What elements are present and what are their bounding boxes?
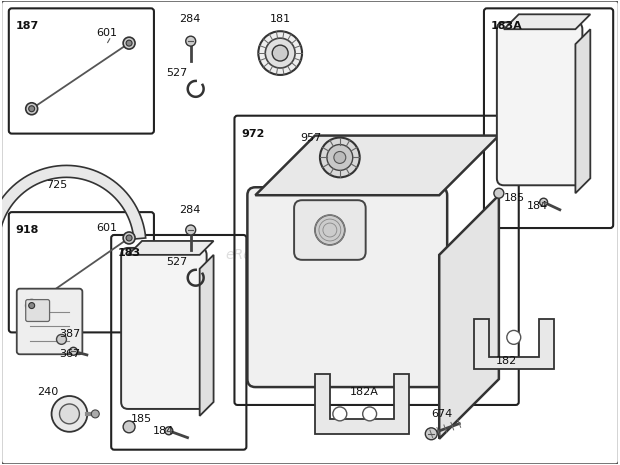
Circle shape [25,103,38,115]
Circle shape [320,138,360,177]
Circle shape [91,410,99,418]
Circle shape [333,407,347,421]
Circle shape [69,347,78,355]
Polygon shape [575,29,590,193]
Circle shape [539,198,547,206]
FancyBboxPatch shape [294,200,366,260]
Circle shape [25,299,38,312]
Text: 957: 957 [300,133,321,143]
Circle shape [363,407,376,421]
Text: 284: 284 [179,205,200,215]
Text: 725: 725 [46,180,67,190]
Text: 183: 183 [118,248,141,258]
Polygon shape [474,319,554,369]
Text: 387: 387 [60,329,81,339]
Text: 183A: 183A [491,21,523,31]
Polygon shape [128,241,213,255]
FancyBboxPatch shape [17,289,82,354]
Circle shape [425,428,437,440]
Text: 184: 184 [527,201,548,211]
FancyBboxPatch shape [121,248,206,409]
Polygon shape [315,374,409,434]
Text: 185: 185 [131,414,152,424]
Text: 367: 367 [60,349,81,359]
Circle shape [507,331,521,344]
Polygon shape [255,136,499,195]
Text: 601: 601 [96,28,117,38]
Circle shape [123,37,135,49]
Text: 240: 240 [37,387,58,397]
Text: 527: 527 [166,257,187,267]
Text: 184: 184 [153,426,174,436]
Circle shape [315,215,345,245]
Circle shape [186,225,196,235]
Text: eReplacementParts.com: eReplacementParts.com [225,248,395,262]
Text: 187: 187 [16,21,39,31]
Text: 182A: 182A [350,387,379,397]
Polygon shape [504,14,590,29]
Circle shape [29,106,35,112]
Circle shape [165,427,173,435]
Text: 181: 181 [270,14,291,24]
FancyBboxPatch shape [497,22,582,185]
Text: 182: 182 [496,356,518,366]
FancyBboxPatch shape [25,299,50,321]
Circle shape [334,152,346,163]
Text: 601: 601 [96,223,117,233]
Circle shape [265,38,295,68]
Text: 972: 972 [241,129,265,139]
Polygon shape [200,255,213,416]
Text: 527: 527 [166,68,187,78]
Circle shape [186,36,196,46]
Circle shape [126,40,132,46]
Circle shape [60,404,79,424]
Circle shape [126,235,132,241]
Text: 185: 185 [504,193,525,203]
Circle shape [29,303,35,309]
Circle shape [259,31,302,75]
Text: 674: 674 [432,409,453,419]
Polygon shape [439,195,499,439]
Circle shape [494,188,504,198]
FancyBboxPatch shape [247,187,447,387]
Circle shape [123,421,135,433]
Polygon shape [0,166,146,239]
Text: 284: 284 [179,14,200,24]
Circle shape [327,145,353,170]
Circle shape [272,45,288,61]
Circle shape [56,334,66,344]
Circle shape [51,396,87,432]
Circle shape [123,232,135,244]
Text: 918: 918 [16,225,39,235]
